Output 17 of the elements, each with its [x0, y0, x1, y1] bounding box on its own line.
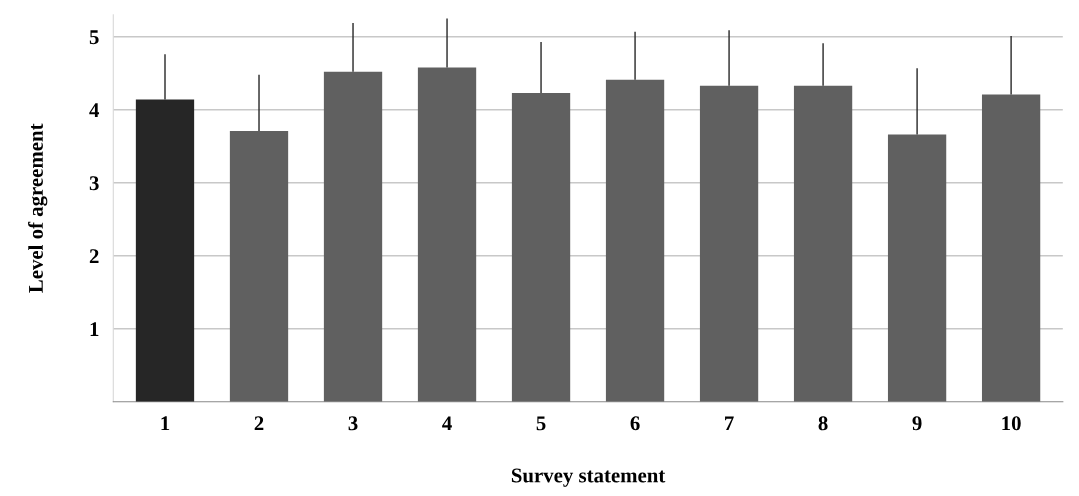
x-tick-label: 1 — [161, 416, 170, 431]
x-tick-label: 4 — [442, 416, 452, 431]
x-tick-label: 2 — [254, 416, 264, 431]
x-axis-title: Survey statement — [511, 468, 666, 487]
y-tick-label: 3 — [89, 176, 99, 191]
x-tick-label: 3 — [348, 416, 358, 431]
x-tick-label: 10 — [1002, 416, 1021, 431]
y-tick-label: 2 — [89, 249, 99, 263]
x-tick-label: 5 — [536, 416, 546, 431]
y-axis-title: Level of agreement — [28, 123, 48, 293]
x-tick-label: 6 — [630, 416, 640, 431]
x-tick-label: 7 — [725, 416, 734, 431]
y-tick-label: 5 — [89, 30, 99, 45]
x-tick-label: 8 — [818, 416, 828, 431]
y-tick-label: 1 — [90, 322, 99, 336]
y-tick-label: 4 — [89, 103, 100, 117]
x-tick-label: 9 — [912, 416, 922, 431]
